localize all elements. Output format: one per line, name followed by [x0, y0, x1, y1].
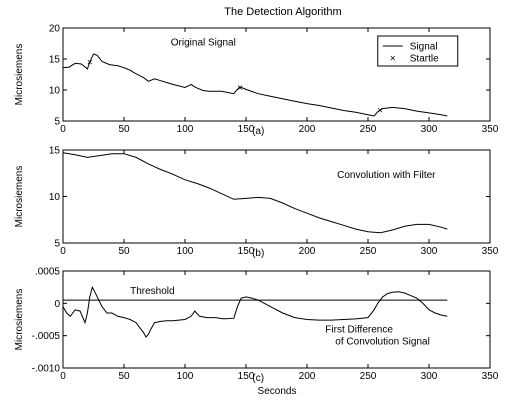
legend: Signal × Startle — [377, 35, 459, 67]
y-tick-label: 5 — [54, 117, 60, 128]
y-tick-label: -.0010 — [32, 364, 61, 375]
y-tick-label: 0 — [54, 299, 60, 310]
x-tick-label: 50 — [118, 371, 130, 382]
x-tick-label: 200 — [299, 371, 316, 382]
y-axis-label: Microsiemens — [14, 289, 25, 351]
panel-1: 0 50 100 150 200 250 300 350 5 10 15 20 Microsiemens… — [14, 24, 499, 138]
x-tick-label: 150 — [238, 246, 255, 257]
plot-frame — [62, 27, 491, 122]
y-tick-label: 20 — [49, 24, 61, 35]
x-tick-label: 50 — [118, 246, 130, 257]
x-tick-label: 300 — [421, 124, 438, 135]
x-tick-label: 300 — [421, 371, 438, 382]
panel-label: (c) — [252, 373, 264, 384]
y-tick-label: 15 — [49, 146, 61, 157]
x-tick-label: 0 — [60, 124, 66, 135]
x-tick-label: 250 — [360, 124, 377, 135]
y-axis-label: Microsiemens — [14, 44, 25, 106]
legend-label: Startle — [410, 54, 439, 65]
y-tick-label: 15 — [49, 55, 61, 66]
x-axis-label: Seconds — [258, 386, 297, 397]
panel-annotation-line: First Difference — [325, 324, 393, 335]
x-tick-label: 200 — [299, 246, 316, 257]
startle-marker: × — [237, 83, 243, 94]
x-tick-label: 150 — [238, 371, 255, 382]
startle-marker: × — [87, 58, 93, 69]
y-tick-label: 10 — [49, 192, 61, 203]
x-tick-label: 50 — [118, 124, 130, 135]
panel-annotation: Original Signal — [171, 37, 236, 48]
x-tick-label: 350 — [482, 371, 499, 382]
y-tick-label: 10 — [49, 86, 61, 97]
chart-panels: 0 50 100 150 200 250 300 3505101520Microsiemens… — [14, 24, 499, 385]
y-tick-label: .0005 — [35, 267, 60, 278]
legend-box — [377, 35, 459, 67]
y-tick-label: 5 — [54, 239, 60, 250]
startle-marker: × — [377, 105, 383, 116]
legend-label: Signal — [410, 42, 438, 53]
x-tick-label: 200 — [299, 124, 316, 135]
panel-label: (a) — [252, 126, 264, 137]
x-tick-label: 0 — [60, 246, 66, 257]
x-tick-label: 100 — [177, 246, 194, 257]
x-tick-label: 100 — [177, 124, 194, 135]
panel-3: 0 50 100 150 200 250 300 350 .0005 0 -.0005 -.0010 M… — [14, 267, 499, 385]
x-tick-label: 0 — [60, 371, 66, 382]
legend-x-swatch: × — [390, 54, 396, 65]
x-tick-label: 250 — [360, 371, 377, 382]
series-line — [62, 53, 448, 117]
x-tick-label: 150 — [238, 124, 255, 135]
panel-label: (b) — [252, 248, 264, 259]
y-tick-label: -.0005 — [32, 331, 61, 342]
x-tick-label: 300 — [421, 246, 438, 257]
x-tick-label: 350 — [482, 246, 499, 257]
plot-frame — [62, 149, 491, 244]
series-line — [62, 285, 448, 338]
x-tick-label: 100 — [177, 371, 194, 382]
x-tick-label: 350 — [482, 124, 499, 135]
panel-annotation-line: of Convolution Signal — [335, 336, 430, 347]
panel-2: 0 50 100 150 200 250 300 350 5 10 15 Microsiemens (b… — [14, 146, 499, 260]
panel-annotation: Convolution with Filter — [337, 170, 436, 181]
x-tick-label: 250 — [360, 246, 377, 257]
figure-title: The Detection Algorithm — [224, 6, 341, 18]
plot-frame — [62, 270, 491, 369]
series-line — [62, 152, 448, 234]
y-axis-label: Microsiemens — [14, 166, 25, 228]
threshold-label: Threshold — [130, 286, 174, 297]
